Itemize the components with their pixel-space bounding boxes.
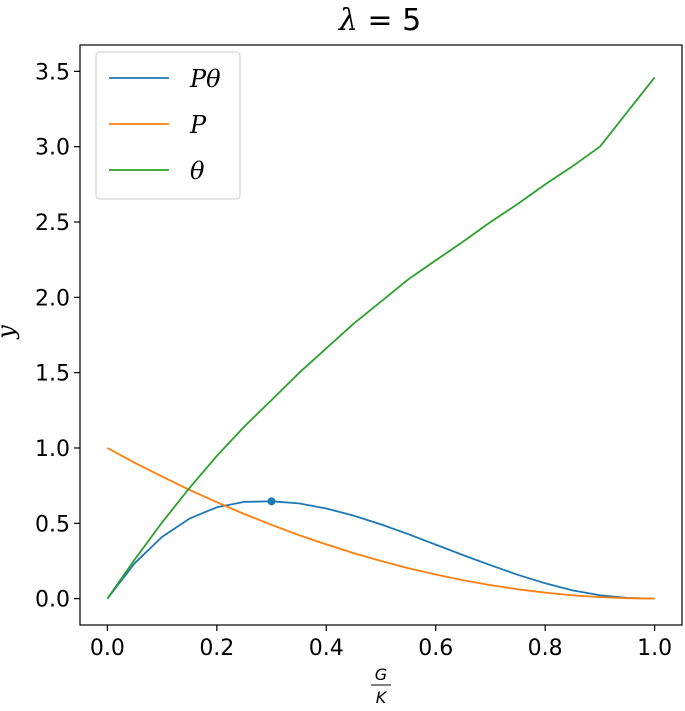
y-axis-label: y (0, 325, 20, 340)
marker-layer (267, 497, 276, 506)
x-tick-label: 1.0 (637, 636, 672, 661)
max-point-marker (267, 497, 276, 506)
y-tick-label: 3.5 (35, 60, 70, 85)
x-axis: 0.0 0.2 0.4 0.6 0.8 1.0 (90, 625, 672, 661)
x-tick-label: 0.8 (528, 636, 563, 661)
y-tick-label: 1.5 (35, 362, 70, 387)
y-tick-label: 1.0 (35, 437, 70, 462)
legend-label-p-theta: Pθ (189, 65, 221, 93)
x-tick-label: 0.4 (309, 636, 344, 661)
x-axis-label-denominator: K (376, 688, 388, 707)
y-axis: 0.0 0.5 1.0 1.5 2.0 2.5 3.0 3.5 (35, 60, 80, 613)
y-tick-label: 3.0 (35, 136, 70, 161)
series-layer (106, 76, 656, 600)
legend-label-p: P (189, 111, 207, 139)
series-line-p-theta (106, 500, 655, 600)
legend: Pθ Pθ (95, 51, 241, 200)
x-axis-label: G K (371, 665, 391, 707)
title-symbol: λ (338, 3, 358, 38)
chart-title: λ = 5 (338, 3, 421, 38)
y-tick-label: 2.5 (35, 211, 70, 236)
y-tick-label: 0.0 (35, 588, 70, 613)
x-tick-label: 0.2 (199, 636, 234, 661)
legend-label-theta: θ (190, 157, 205, 185)
series-line-p (106, 447, 655, 600)
y-tick-label: 2.0 (35, 286, 70, 311)
y-tick-label: 0.5 (35, 512, 70, 537)
x-tick-label: 0.0 (90, 636, 125, 661)
title-rest: = 5 (358, 3, 421, 38)
legend-box (95, 51, 241, 200)
series-line-theta (106, 76, 656, 600)
x-axis-label-numerator: G (375, 665, 387, 684)
x-tick-label: 0.6 (418, 636, 453, 661)
